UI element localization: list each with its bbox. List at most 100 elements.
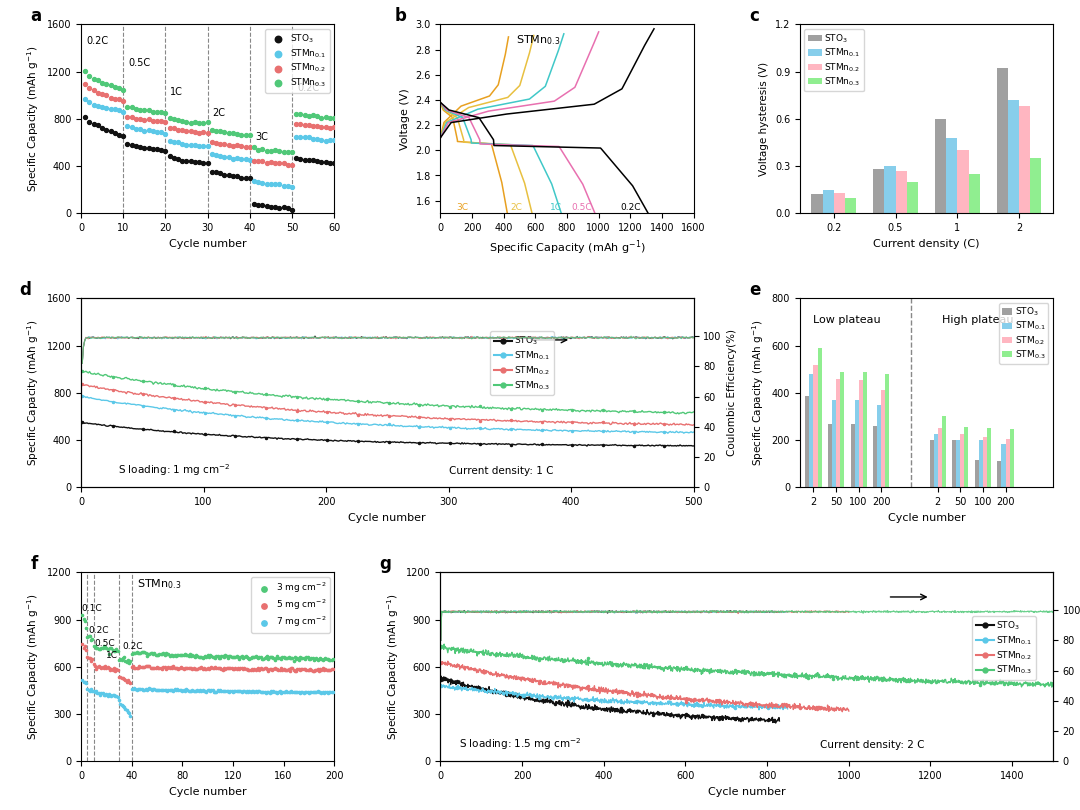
Point (199, 116, 216, 129)
Point (322, 664, 339, 677)
Point (75, 642, 92, 654)
Point (136, 104, 153, 117)
Point (249, 684, 267, 697)
Point (229, 139, 246, 151)
Point (126, 661, 144, 674)
Point (243, 650, 260, 663)
Point (194, 662, 212, 675)
Point (292, 152, 309, 165)
Point (305, 119, 322, 132)
Text: 0.2C: 0.2C (87, 626, 108, 635)
Point (171, 648, 188, 661)
Point (278, 685, 295, 698)
Point (284, 685, 301, 698)
Point (266, 653, 283, 666)
Point (191, 661, 208, 674)
Point (94, 100, 111, 113)
Text: f: f (30, 555, 38, 573)
Point (154, 646, 172, 659)
Point (113, 653, 130, 666)
Point (132, 660, 149, 673)
Bar (818, 348, 822, 488)
Point (194, 140, 212, 153)
Point (94, 76, 111, 89)
Point (244, 650, 261, 663)
Point (191, 650, 208, 663)
Point (216, 138, 233, 151)
Point (110, 671, 127, 684)
Point (309, 119, 326, 132)
Point (110, 82, 127, 95)
Text: 0.2C: 0.2C (86, 36, 108, 46)
Point (79, 630, 96, 643)
Point (133, 683, 150, 696)
Point (129, 646, 146, 659)
Point (206, 685, 224, 698)
Point (170, 136, 187, 149)
Bar (983, 437, 987, 488)
Point (254, 143, 271, 156)
Point (226, 662, 243, 675)
Point (296, 685, 313, 698)
Point (131, 646, 148, 659)
Point (280, 685, 297, 698)
Point (254, 685, 271, 698)
Bar (854, 400, 859, 488)
Point (148, 105, 165, 118)
Point (249, 175, 267, 188)
Point (274, 651, 292, 664)
Bar (1010, 429, 1014, 488)
Point (181, 648, 199, 661)
Point (185, 650, 202, 663)
Point (110, 93, 127, 106)
Point (183, 662, 200, 675)
Point (195, 662, 213, 675)
Point (90, 642, 107, 655)
Point (154, 660, 172, 673)
Point (237, 685, 254, 698)
Point (170, 649, 187, 662)
Point (125, 646, 143, 659)
Point (219, 661, 237, 674)
Point (185, 662, 202, 675)
Point (318, 653, 335, 666)
Point (287, 685, 305, 698)
Point (108, 690, 125, 703)
Point (252, 650, 269, 663)
Point (237, 172, 254, 185)
Point (189, 650, 206, 663)
Point (147, 662, 164, 675)
Point (116, 701, 133, 714)
Point (79, 682, 96, 695)
Point (280, 650, 297, 663)
Point (173, 648, 190, 661)
Point (227, 684, 244, 697)
Point (111, 670, 129, 683)
Bar (845, 198, 856, 213)
Point (77, 640, 94, 653)
Legend: STO$_3$, STMn$_{0.1}$, STMn$_{0.2}$, STMn$_{0.3}$: STO$_3$, STMn$_{0.1}$, STMn$_{0.2}$, STM… (266, 29, 329, 93)
Point (157, 107, 174, 120)
Point (190, 139, 207, 152)
Point (127, 102, 145, 115)
Point (216, 168, 233, 181)
Point (318, 111, 335, 124)
Point (279, 159, 296, 172)
Point (259, 664, 276, 677)
Point (126, 682, 144, 695)
Point (288, 685, 306, 698)
Point (95, 640, 112, 653)
Point (256, 686, 273, 699)
Bar (809, 374, 813, 488)
Point (285, 654, 302, 667)
Point (321, 654, 338, 667)
Point (296, 653, 313, 666)
Point (167, 661, 185, 674)
Point (177, 649, 194, 662)
Point (97, 78, 114, 91)
Point (80, 651, 97, 664)
Point (192, 661, 210, 674)
Point (281, 685, 298, 698)
Point (279, 180, 296, 193)
Point (322, 654, 339, 667)
